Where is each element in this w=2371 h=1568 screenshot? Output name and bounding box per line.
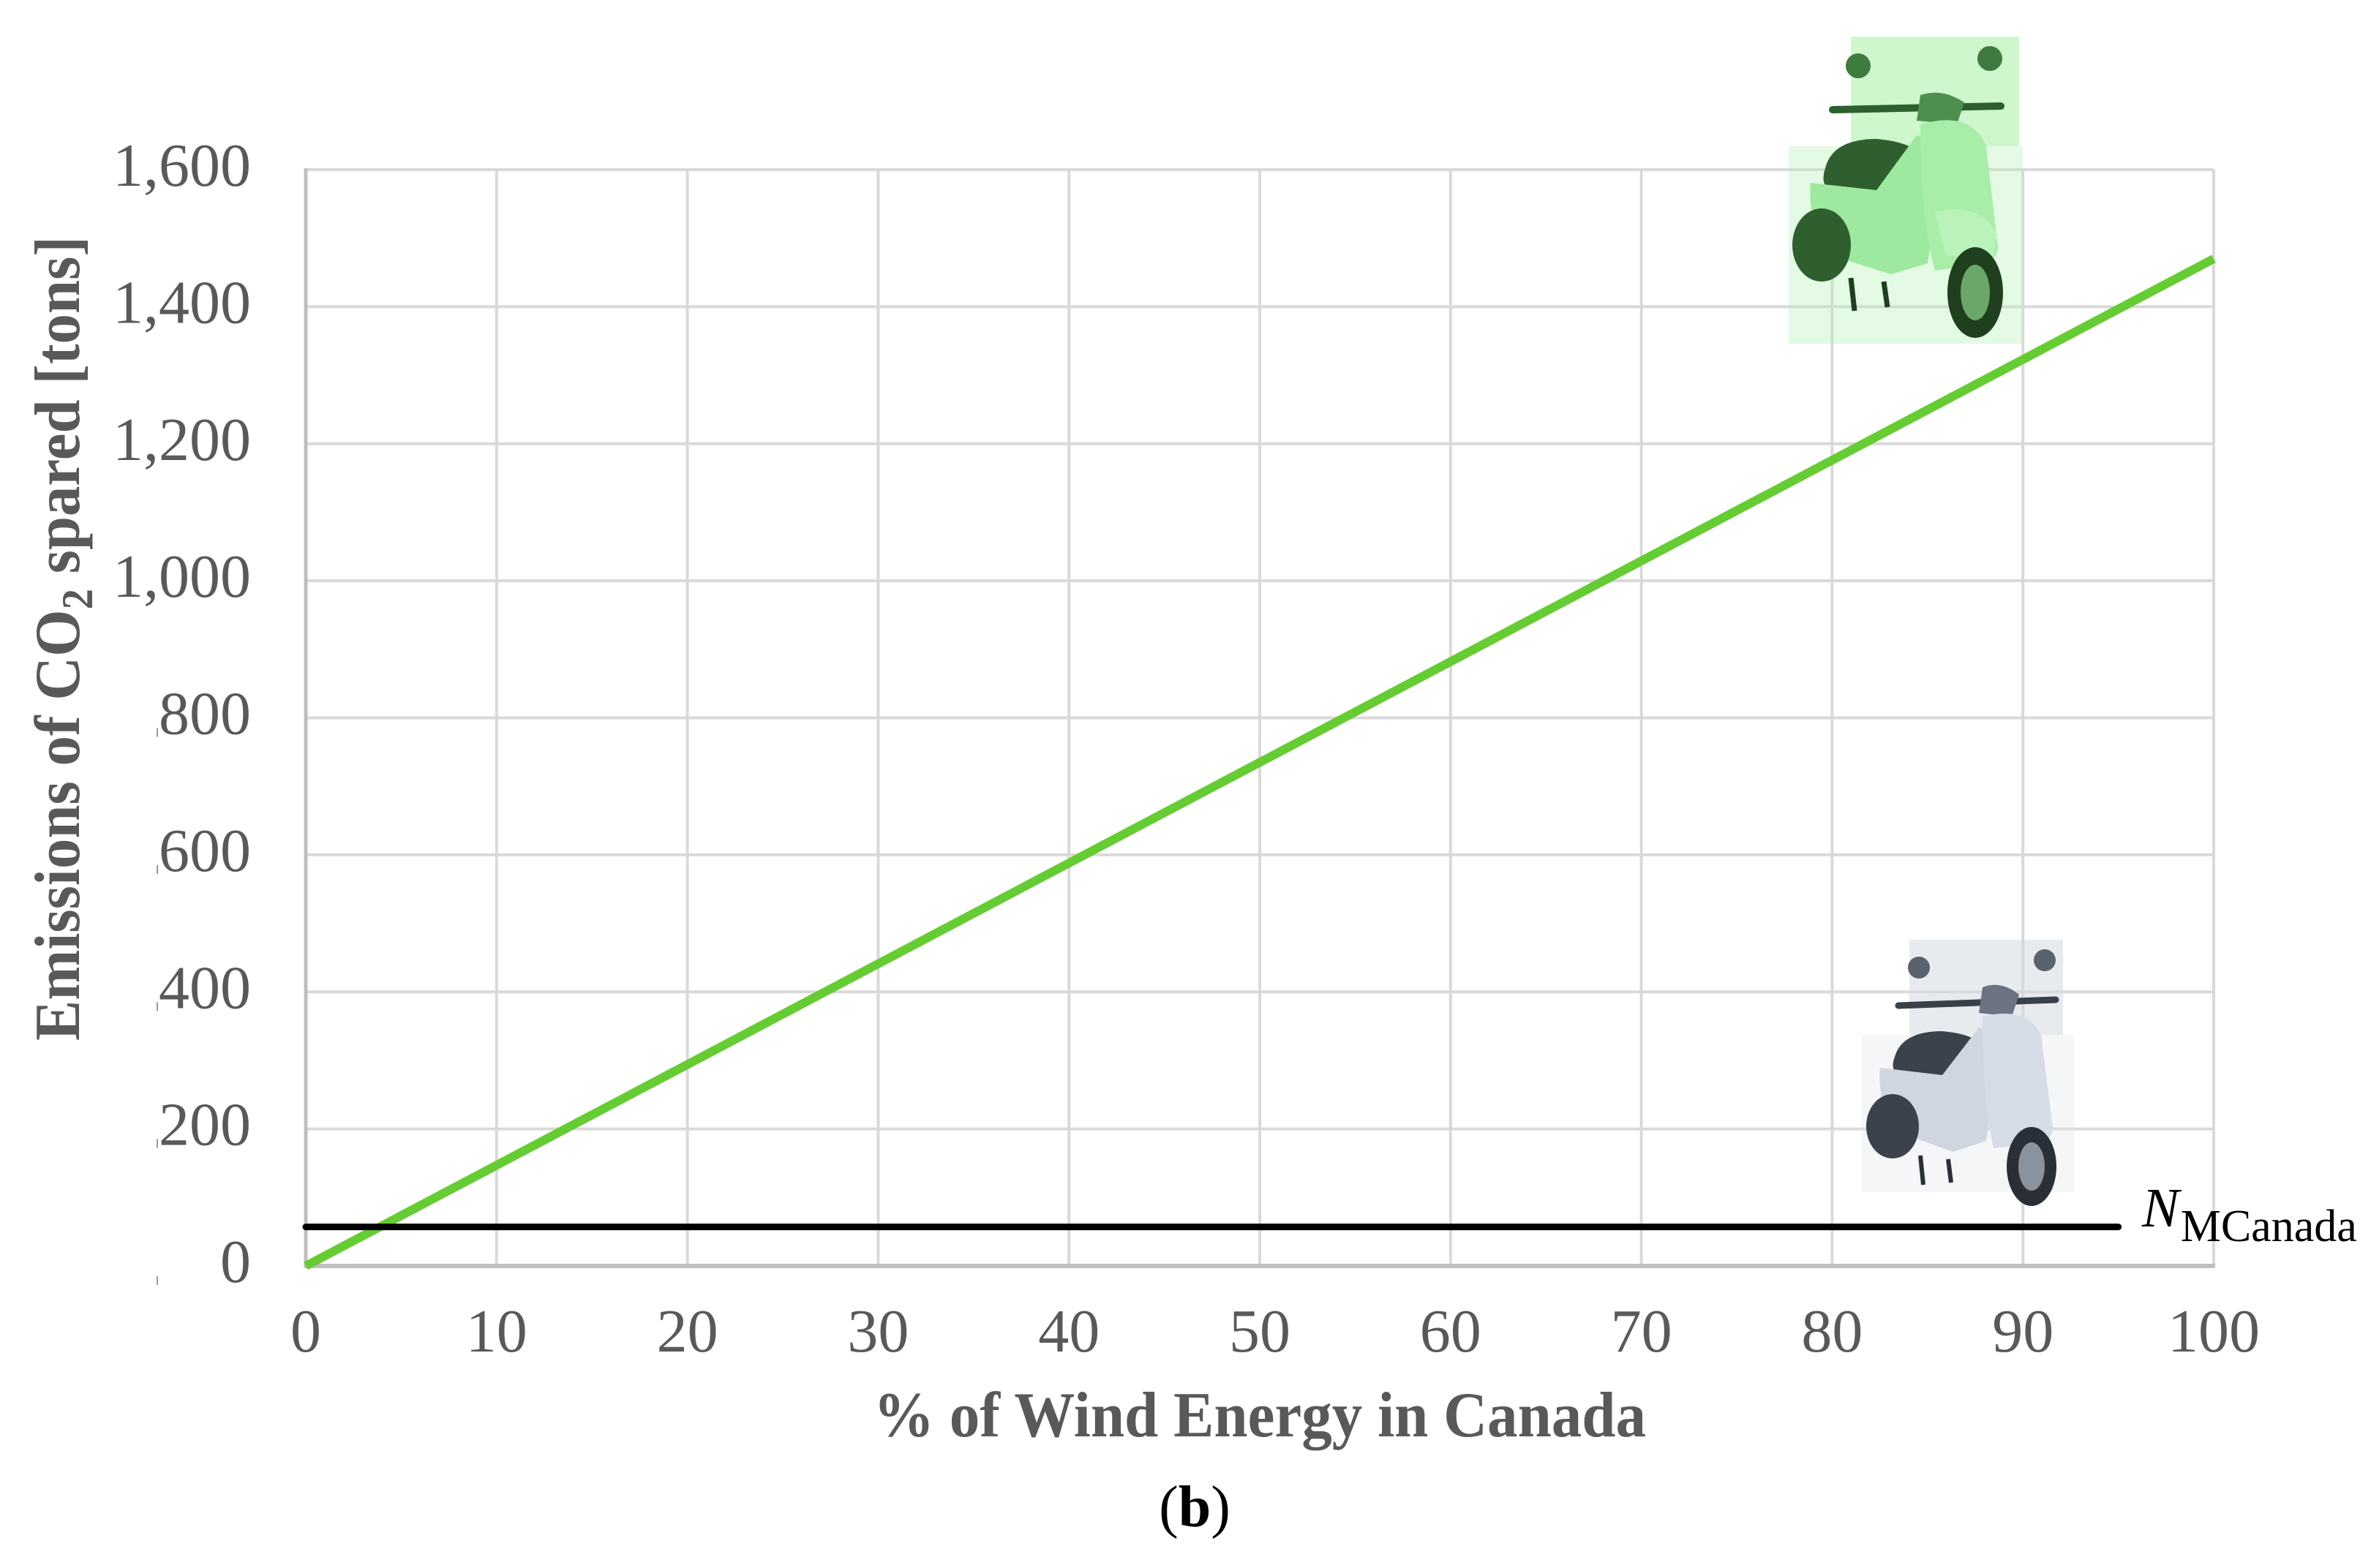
y-axis-title-main: Emissions of CO	[23, 609, 94, 1041]
caption-close-paren: )	[1211, 1475, 1230, 1539]
x-tick-label-80: 80	[1801, 1297, 1863, 1365]
y-tick-label-0: 0	[220, 1228, 251, 1296]
y-tick-labels: 0 200 400 600 800 1,000 1,200 1,400 1,600	[113, 132, 251, 1296]
x-tick-label-30: 30	[847, 1297, 909, 1365]
y-axis-title-rest: spared [tons]	[23, 236, 94, 589]
y-tick-label-1000: 1,000	[113, 543, 251, 611]
x-tick-label-100: 100	[2168, 1297, 2260, 1365]
n-mcanada-main: NMCanada	[2141, 1177, 2357, 1251]
co2-spared-line	[304, 255, 2216, 1270]
y-tick-label-600: 600	[159, 817, 251, 885]
x-tick-label-40: 40	[1038, 1297, 1100, 1365]
caption-letter: b	[1179, 1475, 1211, 1539]
x-tick-label-90: 90	[1992, 1297, 2054, 1365]
x-tick-label-0: 0	[290, 1297, 321, 1365]
n-subscript: MCanada	[2181, 1202, 2357, 1251]
x-tick-label-60: 60	[1420, 1297, 1481, 1365]
caption-open-paren: (	[1159, 1475, 1179, 1539]
y-tick-label-1600: 1,600	[113, 132, 251, 200]
y-axis-title-subscript: 2	[53, 589, 102, 609]
x-tick-label-10: 10	[466, 1297, 527, 1365]
y-axis-title: Emissions of CO2 spared [tons]	[23, 236, 102, 1041]
green-scooter-image	[1789, 37, 2023, 344]
y-tick-label-1400: 1,400	[113, 268, 251, 336]
grey-scooter-image	[1862, 940, 2074, 1206]
axes	[304, 168, 2215, 1268]
x-axis-title: % of Wind Energy in Canada	[873, 1380, 1646, 1451]
x-tick-label-20: 20	[657, 1297, 718, 1365]
y-tick-label-1200: 1,200	[113, 406, 251, 474]
x-tick-label-50: 50	[1229, 1297, 1290, 1365]
y-tick-label-200: 200	[159, 1091, 251, 1159]
n-mcanada-label: NMCanada	[2141, 1177, 2357, 1251]
y-tick-label-400: 400	[159, 954, 251, 1022]
series-layer	[302, 255, 2216, 1270]
y-tick-label-800: 800	[159, 680, 251, 748]
x-tick-label-70: 70	[1611, 1297, 1672, 1365]
n-symbol: N	[2141, 1177, 2182, 1239]
x-tick-labels: 0 10 20 30 40 50 60 70 80 90 100	[290, 1297, 2260, 1365]
figure-caption: (b)	[1159, 1475, 1230, 1539]
